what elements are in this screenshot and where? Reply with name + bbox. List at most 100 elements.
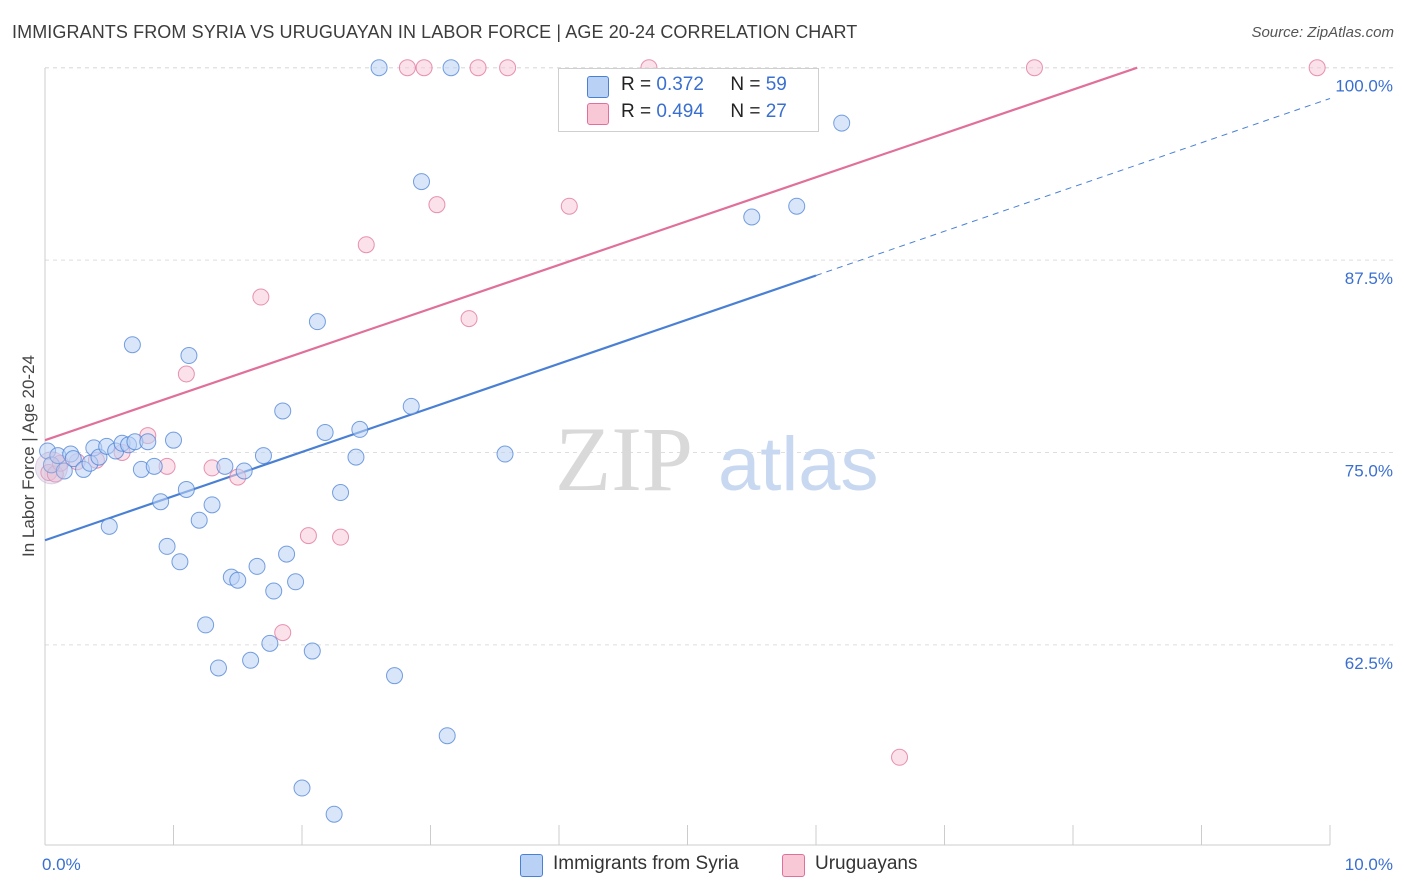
blue-data-point [833, 114, 851, 132]
pink-data-point [1025, 59, 1043, 77]
blue-data-point [100, 517, 118, 535]
source-label: Source: ZipAtlas.com [1251, 24, 1394, 41]
blue-swatch [587, 76, 609, 98]
syria-label: Immigrants from Syria [553, 853, 739, 874]
r-value: 0.494 [656, 101, 704, 122]
uruguayans-label: Uruguayans [815, 853, 918, 874]
blue-data-point [788, 197, 806, 215]
blue-data-point [55, 462, 73, 480]
y-tick-label: 75.0% [1345, 462, 1393, 481]
blue-data-point [197, 616, 215, 634]
uruguayans-swatch [782, 854, 805, 877]
blue-data-point [386, 667, 404, 685]
grid [45, 67, 1395, 646]
pink-data-point [415, 59, 433, 77]
pink-swatch [587, 103, 609, 125]
n-label: N = [730, 101, 766, 122]
blue-data-point [158, 537, 176, 555]
blue-data-point [235, 462, 253, 480]
blue-data-point [152, 493, 170, 511]
blue-data-point [209, 659, 227, 677]
r-label: R = [621, 101, 657, 122]
blue-data-point [743, 208, 761, 226]
blue-trend-line [44, 274, 817, 542]
watermark: ZIP atlas [555, 408, 879, 510]
pink-data-point [299, 527, 317, 545]
blue-data-point [242, 651, 260, 669]
pink-data-point [499, 59, 517, 77]
pink-data-point [274, 624, 292, 642]
pink-data-point [560, 197, 578, 215]
n-value: 59 [765, 74, 787, 95]
axes [44, 68, 1331, 846]
blue-data-point [216, 457, 234, 475]
syria-swatch [520, 854, 543, 877]
blue-data-point [293, 779, 311, 797]
blue-data-point [254, 447, 272, 465]
y-tick-label: 100.0% [1335, 77, 1393, 96]
blue-trend-extension [815, 98, 1331, 276]
y-tick-label: 62.5% [1345, 654, 1393, 673]
blue-data-point [177, 480, 195, 498]
cluster-point [34, 451, 68, 485]
pink-data-point [1308, 59, 1326, 77]
chart-title: IMMIGRANTS FROM SYRIA VS URUGUAYAN IN LA… [12, 22, 858, 42]
blue-data-point [278, 545, 296, 563]
r-label: R = [621, 74, 657, 95]
blue-data-point [190, 511, 208, 529]
pink-data-point [428, 196, 446, 214]
blue-data-point [442, 59, 460, 77]
blue-data-point [180, 347, 198, 365]
blue-data-point [145, 457, 163, 475]
correlation-legend: R = 0.372 N = 59 R = 0.494 N = 27 [558, 68, 819, 132]
blue-data-point [165, 431, 182, 449]
n-value: 27 [765, 101, 787, 122]
tick-labels: 62.5% 75.0% 87.5% 100.0% 0.0% 10.0% [42, 77, 1393, 874]
pink-data-point [332, 528, 350, 546]
blue-data-point [139, 433, 157, 451]
trend-lines [44, 66, 1331, 542]
watermark-atlas: atlas [718, 422, 879, 507]
n-label: N = [730, 74, 766, 95]
pink-data-point [177, 365, 195, 383]
legend-stats-uruguayans: R = 0.494 N = 27 [621, 101, 787, 123]
blue-data-point [248, 557, 266, 575]
x-tick-label: 0.0% [42, 855, 81, 874]
x-tick-label: 10.0% [1345, 855, 1393, 874]
blue-data-point [370, 59, 388, 77]
blue-data-point [308, 313, 326, 331]
blue-data-point [325, 805, 343, 823]
pink-data-point [891, 748, 909, 766]
blue-data-point [316, 423, 334, 441]
blue-data-point [203, 496, 221, 514]
blue-data-point [332, 484, 350, 502]
blue-data-point [496, 445, 514, 463]
blue-data-point [402, 397, 420, 415]
blue-data-point [171, 553, 189, 571]
blue-data-point [347, 448, 365, 466]
blue-data-point [261, 634, 279, 652]
r-value: 0.372 [656, 74, 704, 95]
blue-data-point [265, 582, 283, 600]
blue-data-point [351, 420, 369, 438]
pink-data-point [252, 288, 270, 306]
blue-data-point [64, 450, 82, 468]
blue-data-point [303, 642, 321, 660]
blue-data-point [229, 571, 247, 589]
blue-data-point [274, 402, 292, 420]
pink-data-point [469, 59, 487, 77]
y-axis-label: In Labor Force | Age 20-24 [19, 355, 38, 557]
blue-data-point [438, 727, 456, 745]
pink-data-point [357, 236, 375, 254]
pink-data-point [398, 59, 416, 77]
data-points [34, 59, 1326, 823]
blue-data-point [413, 173, 431, 191]
legend-stats-syria: R = 0.372 N = 59 [621, 74, 787, 96]
y-tick-label: 87.5% [1345, 269, 1393, 288]
pink-trend-line [44, 66, 1138, 442]
blue-data-point [287, 573, 305, 591]
watermark-zip: ZIP [555, 408, 693, 510]
pink-data-point [460, 310, 478, 328]
blue-data-point [123, 336, 141, 354]
